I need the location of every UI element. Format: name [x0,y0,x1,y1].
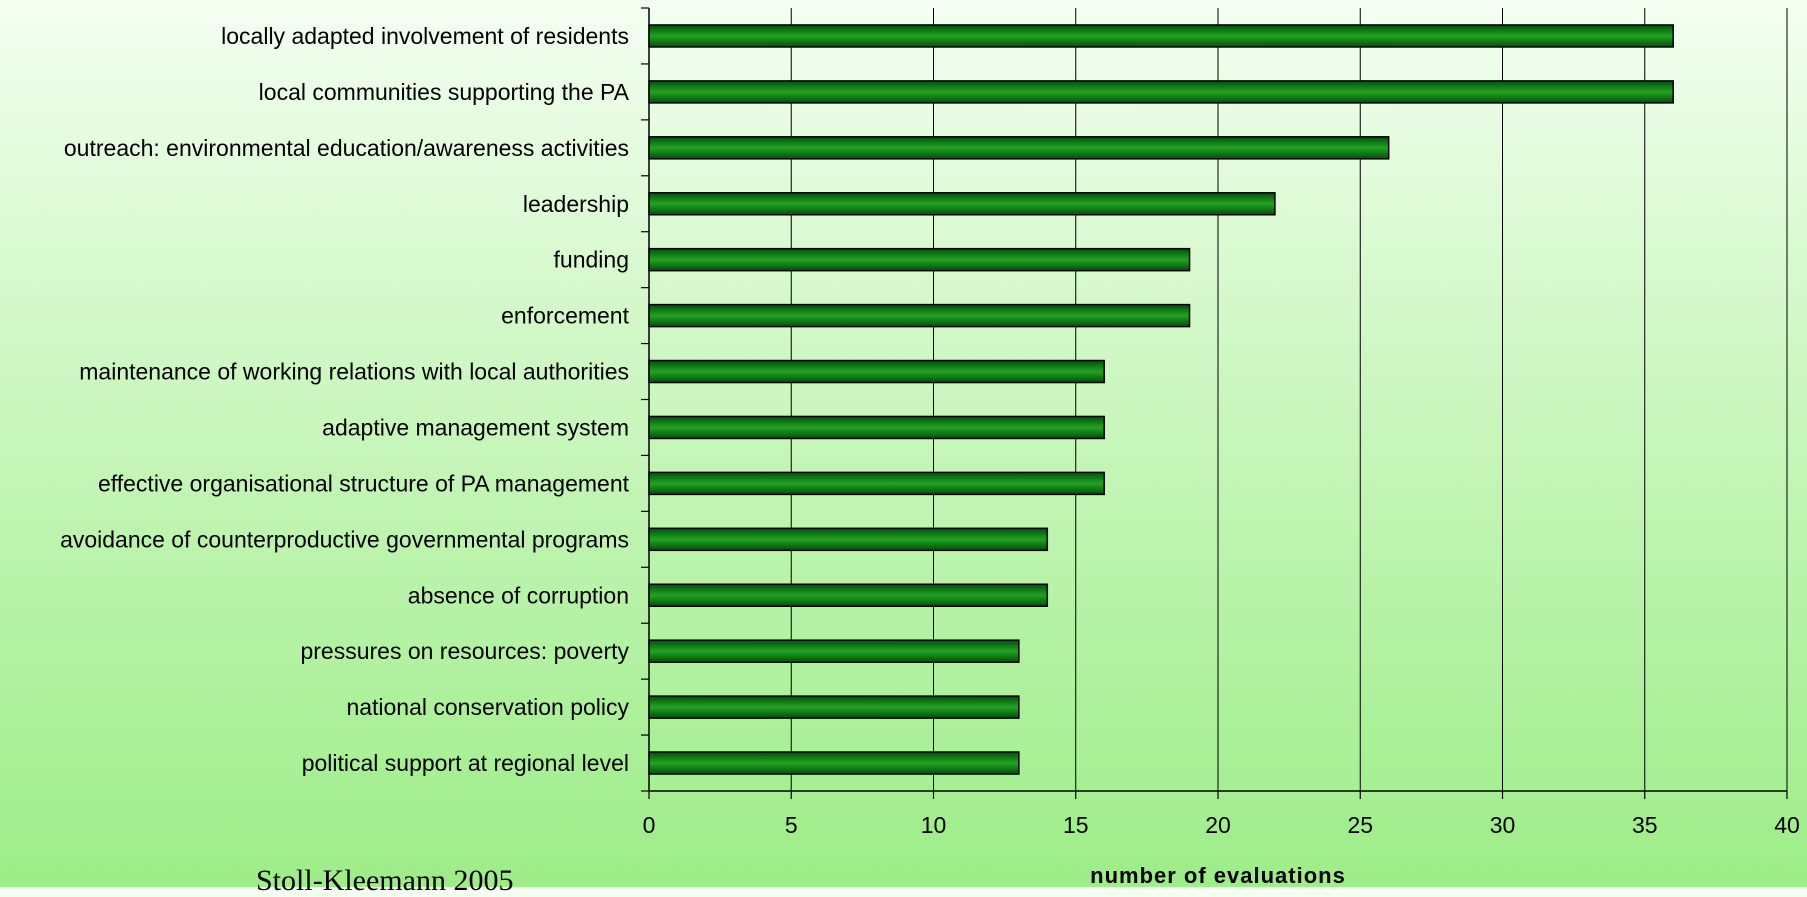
x-tick-labels: 0 5 10 15 20 25 30 35 40 [643,812,1800,838]
x-tick-label-10: 10 [921,812,947,838]
bar-2 [648,80,1674,104]
category-label-9: effective organisational structure of PA… [98,470,630,496]
category-label-2: local communities supporting the PA [259,79,630,105]
bar-4 [648,192,1276,216]
category-label-1: locally adapted involvement of residents [221,23,629,49]
x-tick-label-30: 30 [1490,812,1516,838]
x-tick-label-40: 40 [1774,812,1800,838]
bar-13 [648,695,1020,719]
x-tick-label-25: 25 [1347,812,1373,838]
x-tick-label-35: 35 [1632,812,1658,838]
category-label-8: adaptive management system [322,414,629,440]
category-label-5: funding [554,247,629,273]
x-tick-label-20: 20 [1205,812,1231,838]
x-tick-label-5: 5 [785,812,798,838]
bar-12 [648,639,1020,663]
bar-5 [648,247,1191,272]
bar-11 [648,583,1049,607]
bar-8 [648,415,1105,440]
x-axis-title: number of evaluations [1090,863,1346,887]
x-tick-label-15: 15 [1063,812,1089,838]
category-label-13: national conservation policy [346,694,629,720]
bar-9 [648,471,1105,496]
bars [648,24,1674,775]
category-label-7: maintenance of working relations with lo… [79,359,629,385]
category-label-6: enforcement [501,303,629,329]
category-label-3: outreach: environmental education/awaren… [64,135,629,161]
category-label-14: political support at regional level [302,750,629,776]
bar-14 [648,751,1020,775]
bar-7 [648,359,1105,384]
category-label-11: absence of corruption [408,582,629,608]
gridlines [790,8,1788,791]
x-tick-label-0: 0 [643,812,656,838]
bar-10 [648,527,1049,552]
bar-3 [648,136,1390,160]
bar-1 [648,24,1674,48]
category-label-10: avoidance of counterproductive governmen… [60,526,629,552]
category-labels: locally adapted involvement of residents… [60,23,630,776]
axes [641,7,1788,799]
category-label-4: leadership [523,191,629,217]
bar-6 [648,303,1191,328]
category-label-12: pressures on resources: poverty [300,638,629,664]
source-note: Stoll-Kleemann 2005 [256,864,514,897]
